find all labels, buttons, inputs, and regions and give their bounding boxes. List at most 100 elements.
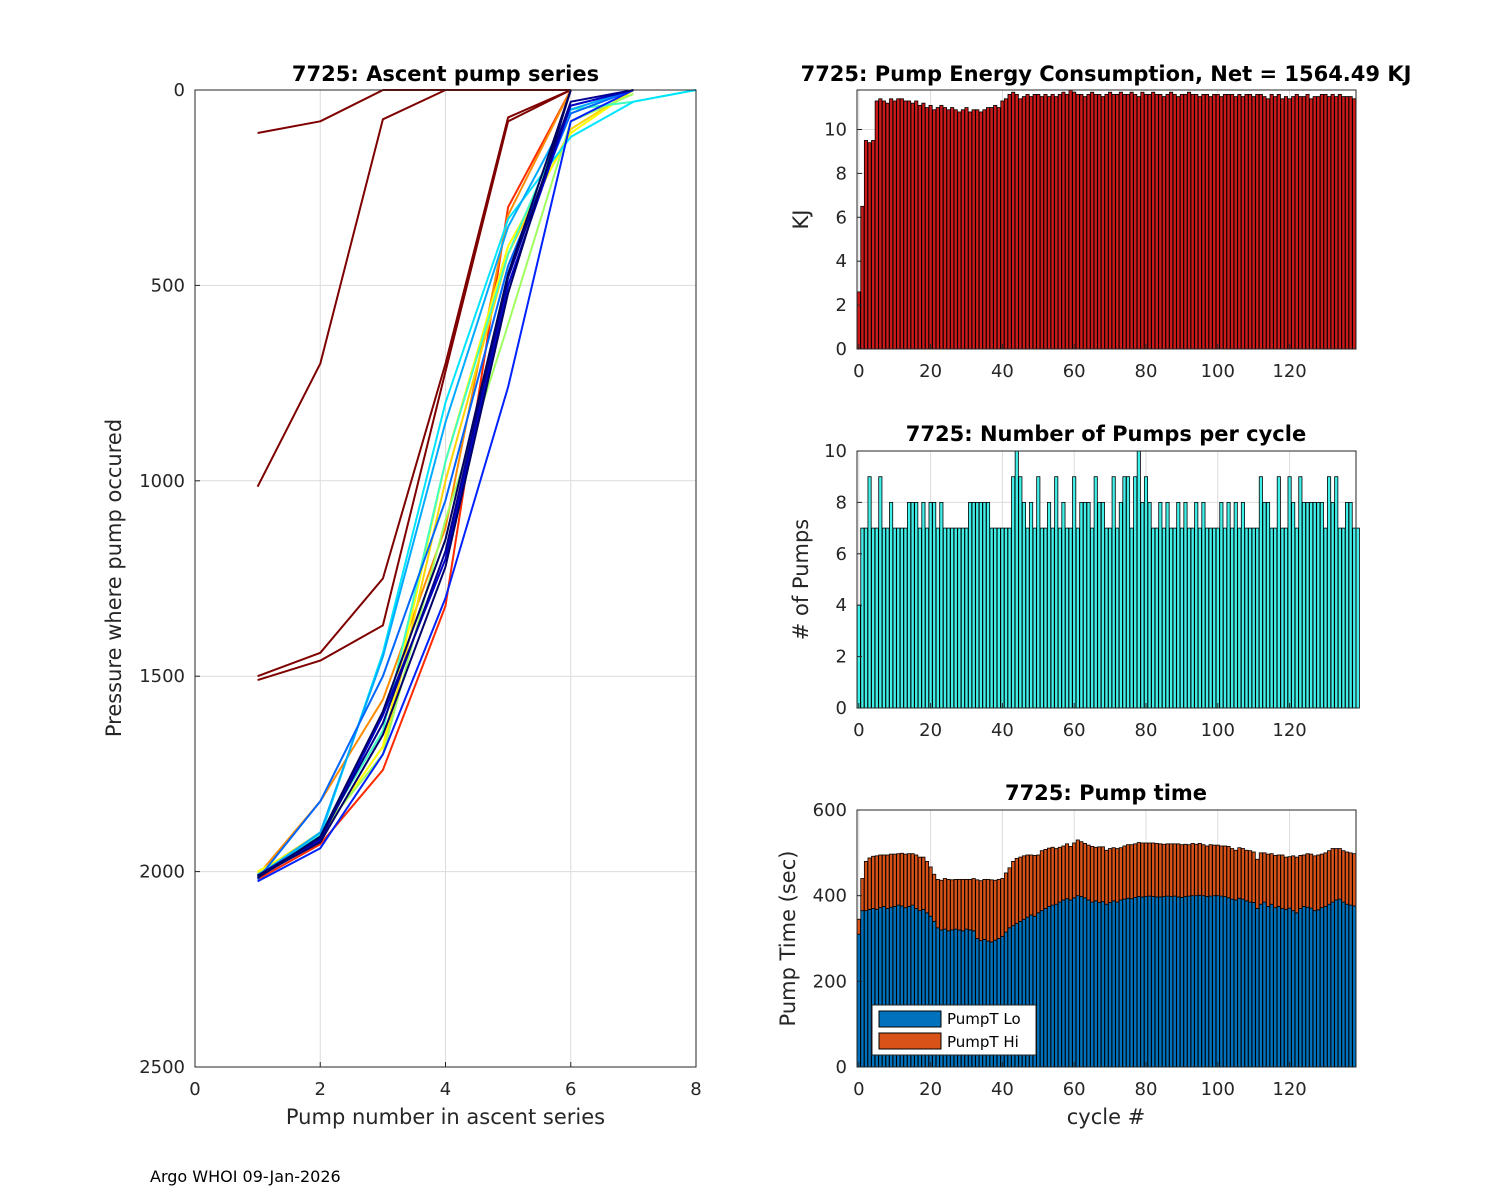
pump-time-bar-hi: [1082, 843, 1087, 899]
energy-bar: [1194, 93, 1199, 350]
pump-time-bar-hi: [1172, 843, 1177, 897]
ascent-x-tick-label: 0: [189, 1079, 200, 1100]
ascent-series-line: [257, 89, 634, 883]
energy-bar: [1262, 96, 1267, 350]
pump-count-bar: [1108, 527, 1113, 709]
energy-bar: [942, 107, 947, 350]
pump-count-bar: [1269, 527, 1274, 709]
pump-time-bar-hi: [946, 878, 951, 932]
pump-time-bar-lo: [1151, 896, 1156, 1068]
pump-count-bar: [1309, 501, 1314, 709]
pump-time-ticks: 0 20 40 60 80 100 120 0 200 400 600: [813, 800, 1307, 1100]
ascent-series-line: [257, 89, 572, 878]
pump-time-bar-hi: [1143, 842, 1148, 897]
pump-time-bar-hi: [928, 866, 933, 917]
energy-bar: [1057, 93, 1062, 350]
pump-time-bar-hi: [1043, 849, 1048, 909]
pump-count-bar: [1086, 501, 1091, 709]
ascent-series-line: [257, 89, 634, 879]
pump-time-bar-hi: [957, 878, 962, 931]
pump-count-bar: [1287, 476, 1292, 709]
legend-swatch-hi: [878, 1032, 942, 1050]
energy-bar: [914, 100, 919, 350]
pump-time-bar-lo: [1283, 908, 1289, 1068]
pump-time-bar-hi: [1298, 855, 1303, 909]
pump-count-bar: [1330, 501, 1335, 709]
energy-y-tick-label: 0: [836, 339, 847, 360]
pump-time-bar-hi: [1165, 843, 1170, 897]
energy-bar: [1298, 96, 1303, 350]
energy-bar: [1014, 93, 1019, 350]
pump-time-bar-hi: [935, 878, 940, 929]
energy-bar: [1082, 96, 1087, 350]
energy-bar: [907, 100, 912, 350]
pump-time-bar-hi: [1086, 844, 1091, 901]
pump-time-bar-hi: [878, 854, 883, 909]
pump-count-bar: [1111, 476, 1116, 709]
energy-bar: [1179, 93, 1184, 350]
energy-bar: [856, 291, 861, 350]
pump-count-bar: [1122, 476, 1127, 709]
energy-y-tick-label: 6: [836, 207, 847, 228]
pump-time-bar-lo: [1075, 895, 1080, 1068]
pump-time-bar-hi: [899, 852, 904, 907]
pump-count-bar: [1244, 527, 1249, 709]
pump-time-bar-hi: [1039, 850, 1044, 912]
energy-y-tick-label: 2: [836, 295, 847, 316]
energy-bar: [1348, 96, 1353, 350]
energy-bar: [1147, 93, 1152, 350]
pump-time-bar-lo: [1222, 896, 1227, 1068]
pump-time-bar-hi: [1248, 850, 1253, 903]
pump-time-bar-lo: [1082, 897, 1087, 1068]
pump-time-bar-hi: [1179, 844, 1184, 898]
energy-bar: [1280, 98, 1285, 350]
pump-time-bar-lo: [1136, 896, 1141, 1068]
pump-count-bar: [1283, 527, 1289, 709]
pump-count-bar: [874, 527, 879, 709]
energy-bar: [1100, 96, 1105, 350]
energy-bar: [867, 142, 872, 350]
pump-time-bar-hi: [964, 878, 969, 930]
pump-time-bar-lo: [1262, 901, 1267, 1068]
pump-time-bar-hi: [1007, 867, 1012, 929]
energy-y-tick-label: 10: [824, 120, 847, 141]
energy-bar: [881, 100, 886, 350]
pump-time-bar-lo: [1158, 896, 1163, 1068]
pump-time-bar-hi: [1047, 847, 1052, 907]
pump-time-bar-hi: [1093, 846, 1098, 902]
pump-time-bar-hi: [892, 853, 897, 907]
energy-bar: [1327, 96, 1332, 350]
pump-time-bar-lo: [1129, 898, 1134, 1068]
pump-time-bar-lo: [1187, 895, 1192, 1068]
energy-bar: [1136, 96, 1141, 350]
energy-bar: [1061, 91, 1066, 350]
energy-bar: [1255, 93, 1260, 350]
energy-axes-box: [856, 89, 1357, 350]
energy-bar: [928, 104, 933, 350]
pump-count-ticks: 0 20 40 60 80 100 120 0 2 4 6 8 10: [824, 441, 1307, 741]
pump-count-axes-box: [856, 450, 1357, 709]
pump-time-bar-hi: [917, 856, 922, 912]
pump-time-bar-hi: [1222, 845, 1227, 897]
pump-time-bar-hi: [942, 878, 947, 930]
energy-bar: [1352, 98, 1357, 350]
energy-bar: [1233, 96, 1238, 350]
pump-time-bar-lo: [1183, 896, 1188, 1068]
pump-count-bar: [1273, 527, 1278, 709]
energy-bar: [1079, 93, 1084, 350]
energy-bar: [1345, 96, 1350, 350]
ascent-series-line: [257, 89, 572, 879]
pump-time-bar-hi: [867, 857, 872, 910]
pump-count-bar: [1334, 476, 1339, 709]
pump-time-bar-hi: [1352, 853, 1357, 907]
pump-time-bar-hi: [1075, 839, 1080, 897]
pump-time-bar-hi: [1154, 843, 1159, 898]
pump-count-bar: [867, 476, 872, 709]
energy-bar: [896, 98, 901, 350]
pump-count-bar: [1341, 527, 1346, 709]
pump-time-bar-hi: [1065, 843, 1070, 900]
energy-bar: [975, 109, 980, 350]
pump-time-bar-hi: [1205, 845, 1210, 897]
pump-count-bar: [1345, 501, 1350, 709]
